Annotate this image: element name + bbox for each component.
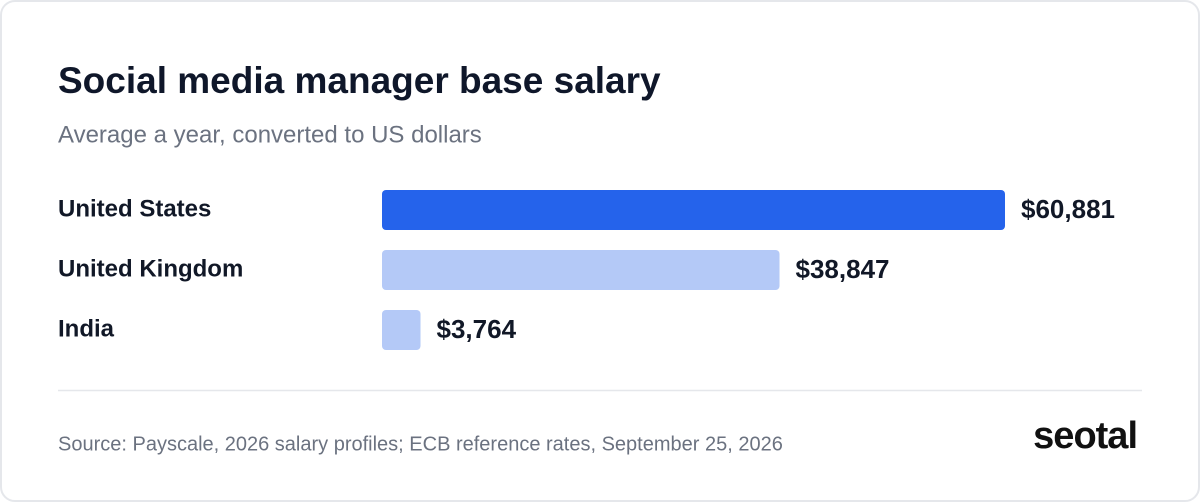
category-label: India xyxy=(58,315,115,342)
chart-title: Social media manager base salary xyxy=(58,60,661,101)
value-label: $60,881 xyxy=(1021,194,1115,224)
bar xyxy=(382,190,1005,230)
value-label: $3,764 xyxy=(437,314,517,344)
brand-logo: seotal xyxy=(1033,415,1137,457)
chart-subtitle: Average a year, converted to US dollars xyxy=(58,121,482,148)
category-label: United Kingdom xyxy=(58,255,243,282)
source-note: Source: Payscale, 2026 salary profiles; … xyxy=(58,433,783,455)
bar xyxy=(382,250,780,290)
bar xyxy=(382,310,421,350)
category-label: United States xyxy=(58,195,211,222)
value-label: $38,847 xyxy=(796,254,890,284)
